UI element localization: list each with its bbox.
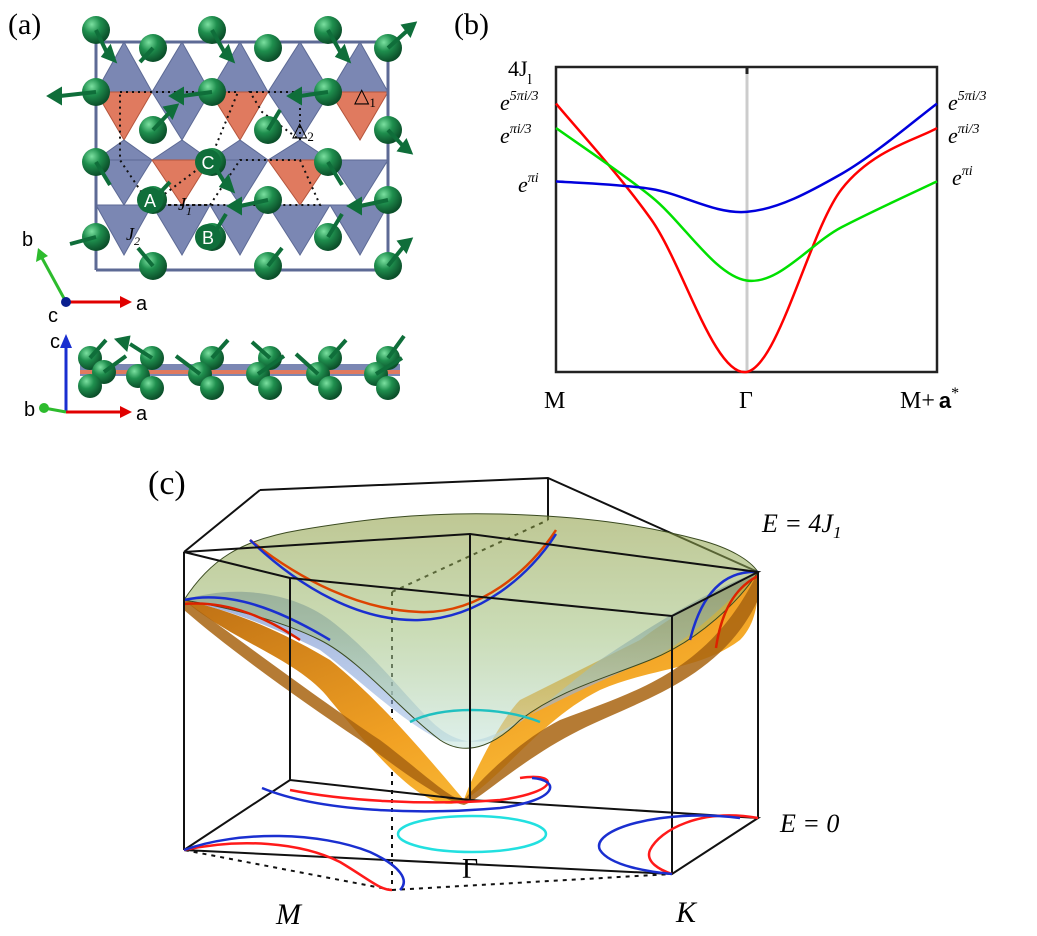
e-zero-label: E = 0 bbox=[779, 809, 839, 838]
point-gamma-label: Γ bbox=[462, 854, 478, 885]
axis-a-label: a bbox=[136, 293, 148, 315]
axes-top: b c a bbox=[22, 229, 148, 327]
left-label-pi: eπi bbox=[518, 171, 539, 197]
right-label-pi3: eπi/3 bbox=[948, 122, 980, 148]
axis-c-label: c bbox=[48, 305, 58, 327]
left-label-5pi: e5πi/3 bbox=[500, 89, 539, 115]
coupling-labels: J1 J2 bbox=[126, 194, 192, 248]
band-lines bbox=[555, 102, 938, 374]
right-label-5pi: e5πi/3 bbox=[948, 89, 987, 115]
atoms bbox=[82, 16, 402, 280]
panel-a-label: (a) bbox=[8, 8, 41, 41]
site-b-label: B bbox=[202, 228, 214, 248]
side-view: c b a bbox=[24, 331, 406, 425]
side-axis-a-label: a bbox=[136, 403, 148, 425]
j2-label: J2 bbox=[126, 224, 140, 248]
site-c-label: C bbox=[202, 153, 215, 173]
right-phase-labels: e5πi/3 eπi/3 eπi bbox=[948, 89, 987, 190]
left-label-pi3: eπi/3 bbox=[500, 122, 532, 148]
triangle-1-label: △1 bbox=[354, 85, 376, 110]
x-tick-labels: M Γ M+ a* bbox=[544, 385, 959, 414]
x-tick-gamma: Γ bbox=[739, 388, 753, 414]
axis-b-label: b bbox=[22, 229, 33, 251]
site-a-label: A bbox=[144, 191, 156, 211]
side-axis-b-label: b bbox=[24, 399, 35, 421]
e-top-label: E = 4J1 bbox=[761, 509, 841, 542]
j1-label: J1 bbox=[178, 194, 192, 218]
projected-contours bbox=[183, 775, 759, 892]
panel-c-label: (c) bbox=[148, 465, 186, 502]
right-label-pi: eπi bbox=[952, 164, 973, 190]
series-line-e5pi bbox=[555, 102, 938, 374]
point-k-label: K bbox=[675, 896, 698, 929]
y-top-label: 4Jl bbox=[508, 56, 532, 88]
kagome-triangles bbox=[94, 40, 389, 257]
box-front bbox=[183, 532, 762, 876]
unit-cell bbox=[119, 91, 322, 207]
x-tick-m: M bbox=[544, 388, 565, 414]
side-axis-c-label: c bbox=[50, 331, 60, 353]
point-m-label: M bbox=[275, 898, 303, 931]
site-labels: A B C bbox=[137, 149, 221, 250]
panel-c: (c) bbox=[148, 465, 841, 931]
panel-b: (b) 4Jl e5πi/3 eπi/3 eπi e5πi/3 eπi/3 eπ… bbox=[454, 8, 987, 414]
panel-a: (a) bbox=[8, 8, 418, 425]
series-line-epi3 bbox=[555, 126, 938, 283]
series-line-epi bbox=[555, 102, 938, 214]
left-phase-labels: e5πi/3 eπi/3 eπi bbox=[500, 89, 539, 197]
spin-arrows bbox=[46, 21, 418, 268]
panel-b-label: (b) bbox=[454, 8, 489, 41]
triangle-2-label: △2 bbox=[292, 119, 314, 144]
x-tick-m-plus: M+ a* bbox=[900, 385, 959, 414]
